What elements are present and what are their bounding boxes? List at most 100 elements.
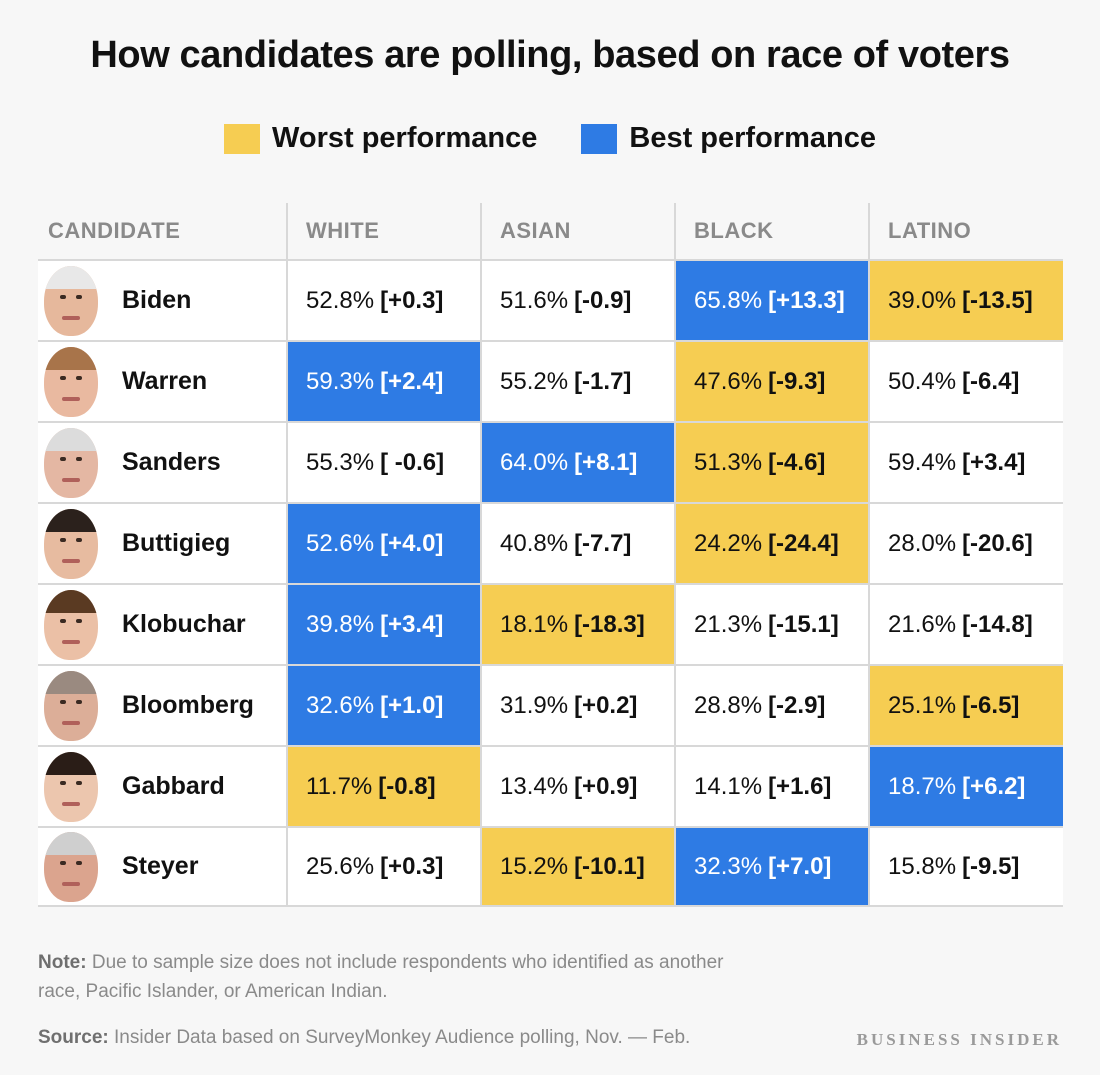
poll-difference: [+0.2] bbox=[574, 691, 638, 719]
poll-value: 24.2% bbox=[694, 529, 763, 557]
value-cell-black: 32.3% [+7.0] bbox=[674, 828, 868, 905]
poll-value: 28.8% bbox=[694, 691, 763, 719]
poll-value: 55.2% bbox=[500, 367, 569, 395]
poll-value: 51.3% bbox=[694, 448, 763, 476]
value-cell-black: 14.1% [+1.6] bbox=[674, 747, 868, 826]
poll-difference: [-9.3] bbox=[768, 367, 826, 395]
poll-value: 14.1% bbox=[694, 772, 763, 800]
poll-difference: [-6.5] bbox=[962, 691, 1020, 719]
poll-difference: [+0.9] bbox=[574, 772, 638, 800]
value-cell-white: 25.6% [+0.3] bbox=[286, 828, 480, 905]
legend-label-worst: Worst performance bbox=[272, 122, 538, 154]
candidate-cell: Buttigieg bbox=[38, 504, 286, 583]
value-cell-asian: 15.2% [-10.1] bbox=[480, 828, 674, 905]
candidate-photo-icon bbox=[44, 831, 98, 902]
poll-difference: [-18.3] bbox=[574, 610, 645, 638]
candidate-name: Sanders bbox=[122, 448, 221, 476]
poll-difference: [-7.7] bbox=[574, 529, 632, 557]
poll-difference: [-6.4] bbox=[962, 367, 1020, 395]
poll-value: 65.8% bbox=[694, 286, 763, 314]
poll-difference: [-0.8] bbox=[378, 772, 436, 800]
candidate-cell: Gabbard bbox=[38, 747, 286, 826]
legend-item-worst: Worst performance bbox=[224, 122, 537, 155]
value-cell-latino: 25.1% [-6.5] bbox=[868, 666, 1063, 745]
poll-difference: [+2.4] bbox=[380, 367, 444, 395]
legend-swatch-best bbox=[581, 123, 618, 154]
candidate-name: Warren bbox=[122, 367, 208, 395]
value-cell-latino: 28.0% [-20.6] bbox=[868, 504, 1063, 583]
poll-difference: [-24.4] bbox=[768, 529, 839, 557]
poll-difference: [+0.3] bbox=[380, 286, 444, 314]
value-cell-white: 55.3%[ -0.6] bbox=[286, 423, 480, 502]
candidate-cell: Sanders bbox=[38, 423, 286, 502]
poll-value: 15.8% bbox=[888, 852, 957, 880]
candidate-photo-icon bbox=[44, 589, 98, 660]
candidate-cell: Bloomberg bbox=[38, 666, 286, 745]
table-row: Bloomberg 32.6% [+1.0] 31.9% [+0.2] 28.8% [-2.… bbox=[38, 664, 1063, 745]
poll-difference: [+8.1] bbox=[574, 448, 638, 476]
candidate-name: Bloomberg bbox=[122, 691, 254, 719]
poll-value: 31.9% bbox=[500, 691, 569, 719]
poll-value: 25.1% bbox=[888, 691, 957, 719]
value-cell-latino: 39.0% [-13.5] bbox=[868, 261, 1063, 340]
candidate-name: Gabbard bbox=[122, 772, 225, 800]
candidate-photo-icon bbox=[44, 751, 98, 822]
candidate-name: Biden bbox=[122, 286, 192, 314]
table-header-row: CANDIDATE WHITE ASIAN BLACK LATINO bbox=[38, 203, 1063, 259]
header-asian: ASIAN bbox=[480, 203, 674, 259]
value-cell-white: 59.3% [+2.4] bbox=[286, 342, 480, 421]
brand-logo: BUSINESS INSIDER bbox=[856, 1030, 1062, 1049]
poll-difference: [+0.3] bbox=[380, 852, 444, 880]
source-text: Insider Data based on SurveyMonkey Audie… bbox=[114, 1027, 691, 1048]
value-cell-asian: 51.6% [-0.9] bbox=[480, 261, 674, 340]
legend: Worst performance Best performance bbox=[0, 122, 1100, 155]
candidate-cell: Steyer bbox=[38, 828, 286, 905]
poll-value: 40.8% bbox=[500, 529, 569, 557]
poll-difference: [-1.7] bbox=[574, 367, 632, 395]
value-cell-latino: 59.4% [+3.4] bbox=[868, 423, 1063, 502]
poll-difference: [+7.0] bbox=[768, 852, 832, 880]
value-cell-asian: 18.1% [-18.3] bbox=[480, 585, 674, 664]
value-cell-latino: 50.4% [-6.4] bbox=[868, 342, 1063, 421]
poll-value: 64.0% bbox=[500, 448, 569, 476]
poll-value: 15.2% bbox=[500, 852, 569, 880]
poll-difference: [-20.6] bbox=[962, 529, 1033, 557]
value-cell-white: 11.7% [-0.8] bbox=[286, 747, 480, 826]
poll-difference: [+6.2] bbox=[962, 772, 1026, 800]
poll-value: 32.3% bbox=[694, 852, 763, 880]
value-cell-white: 52.8% [+0.3] bbox=[286, 261, 480, 340]
poll-difference: [-15.1] bbox=[768, 610, 839, 638]
poll-difference: [+4.0] bbox=[380, 529, 444, 557]
note-label: Note: bbox=[38, 952, 87, 973]
poll-difference: [-10.1] bbox=[574, 852, 645, 880]
value-cell-asian: 55.2% [-1.7] bbox=[480, 342, 674, 421]
header-white: WHITE bbox=[286, 203, 480, 259]
value-cell-black: 24.2% [-24.4] bbox=[674, 504, 868, 583]
page-title: How candidates are polling, based on rac… bbox=[90, 34, 1010, 76]
polling-table: CANDIDATE WHITE ASIAN BLACK LATINO Biden… bbox=[38, 203, 1063, 907]
candidate-photo-icon bbox=[44, 346, 98, 417]
value-cell-white: 32.6% [+1.0] bbox=[286, 666, 480, 745]
poll-value: 21.3% bbox=[694, 610, 763, 638]
source: Source: Insider Data based on SurveyMonk… bbox=[38, 1027, 690, 1049]
poll-value: 59.4% bbox=[888, 448, 957, 476]
poll-value: 39.8% bbox=[306, 610, 375, 638]
candidate-cell: Warren bbox=[38, 342, 286, 421]
table-row: Biden 52.8% [+0.3] 51.6% [-0.9] 65.8% [+13.3] 3… bbox=[38, 259, 1063, 340]
table-row: Steyer 25.6% [+0.3] 15.2% [-10.1] 32.3% [+7.0]… bbox=[38, 826, 1063, 907]
value-cell-asian: 64.0% [+8.1] bbox=[480, 423, 674, 502]
value-cell-black: 21.3% [-15.1] bbox=[674, 585, 868, 664]
header-black: BLACK bbox=[674, 203, 868, 259]
poll-difference: [-9.5] bbox=[962, 852, 1020, 880]
candidate-photo-icon bbox=[44, 265, 98, 336]
value-cell-asian: 40.8% [-7.7] bbox=[480, 504, 674, 583]
value-cell-asian: 13.4% [+0.9] bbox=[480, 747, 674, 826]
table-row: Gabbard 11.7% [-0.8] 13.4% [+0.9] 14.1% [+1.6]… bbox=[38, 745, 1063, 826]
candidate-cell: Biden bbox=[38, 261, 286, 340]
table-row: Warren 59.3% [+2.4] 55.2% [-1.7] 47.6% [-9.3] 5… bbox=[38, 340, 1063, 421]
table-body: Biden 52.8% [+0.3] 51.6% [-0.9] 65.8% [+13.3] 3… bbox=[38, 259, 1063, 907]
value-cell-asian: 31.9% [+0.2] bbox=[480, 666, 674, 745]
poll-value: 51.6% bbox=[500, 286, 569, 314]
table-row: Klobuchar 39.8% [+3.4] 18.1% [-18.3] 21.3% [-1… bbox=[38, 583, 1063, 664]
poll-value: 52.8% bbox=[306, 286, 375, 314]
